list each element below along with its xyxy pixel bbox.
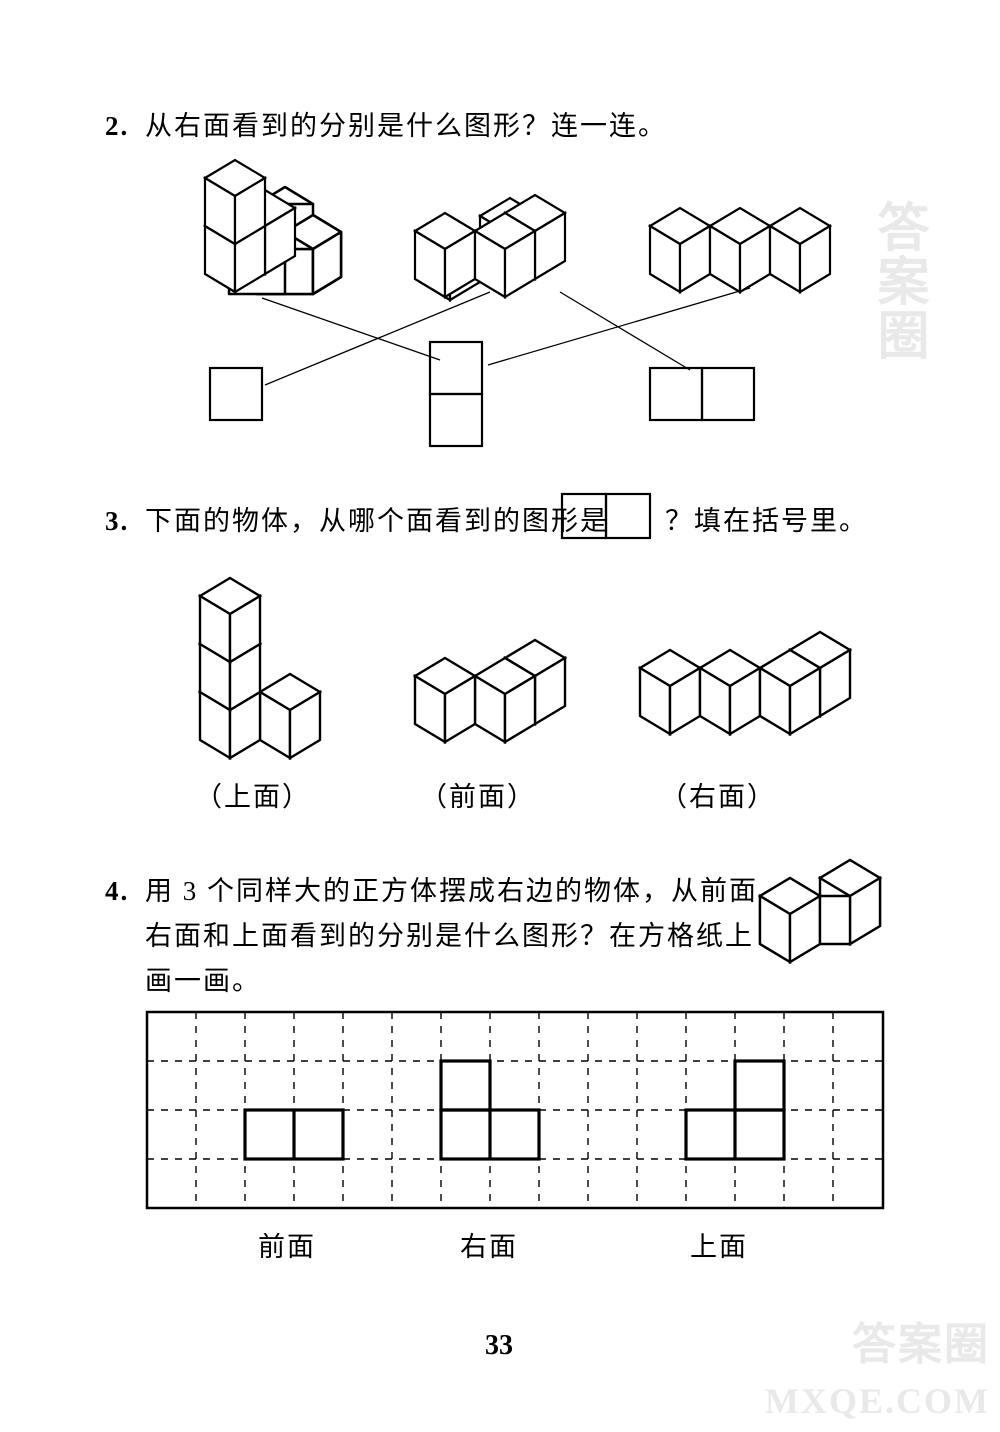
- q4-number: 4.: [105, 870, 129, 913]
- page-number: 33: [485, 1330, 513, 1362]
- q4-line1: 用 3 个同样大的正方体摆成右边的物体，从前面、: [145, 870, 787, 913]
- q4-label-right: 右面: [460, 1225, 518, 1264]
- q4-label-front: 前面: [258, 1225, 316, 1264]
- watermark-bottom-2: MXQE.COM: [765, 1380, 990, 1422]
- page: 答案圈 答案圈 MXQE.COM 2. 从右面看到的分别是什么图形？连一连。: [0, 0, 1000, 1432]
- q4-label-top: 上面: [690, 1225, 748, 1264]
- q4-line3: 画一画。: [145, 960, 261, 1003]
- watermark-bottom-1: 答案圈: [852, 1308, 990, 1372]
- q4-line2: 右面和上面看到的分别是什么图形？在方格纸上: [145, 915, 754, 958]
- q3-ans-3: （右面）: [660, 775, 776, 814]
- q3-diagrams: [0, 0, 1000, 900]
- q4-grid: [145, 1010, 885, 1225]
- q3-ans-1: （上面）: [195, 775, 311, 814]
- q4-shape: [760, 860, 920, 970]
- q3-ans-2: （前面）: [420, 775, 536, 814]
